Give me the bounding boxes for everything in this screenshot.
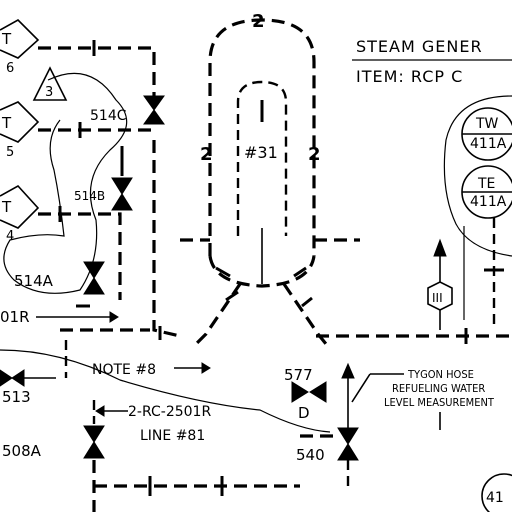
valve-514a[interactable] bbox=[83, 261, 105, 295]
valve-514c-label: 514C bbox=[90, 108, 127, 124]
svg-text:6: 6 bbox=[6, 61, 14, 76]
svg-text:5: 5 bbox=[6, 145, 14, 160]
valve-508a-label: 508A bbox=[2, 442, 42, 460]
generator-left-size: 2 bbox=[200, 144, 213, 165]
svg-text:T: T bbox=[1, 114, 12, 132]
boundary-curve-left bbox=[3, 72, 128, 294]
svg-text:T: T bbox=[1, 30, 12, 48]
svg-text:III: III bbox=[432, 291, 443, 305]
svg-text:TW: TW bbox=[475, 116, 499, 132]
svg-text:411A: 411A bbox=[470, 136, 507, 152]
line-spec: 2-RC-2501R bbox=[128, 404, 211, 420]
valve-540-label: 540 bbox=[296, 446, 325, 464]
valve-577-sub: D bbox=[298, 404, 310, 422]
steam-generator bbox=[208, 18, 316, 288]
hex-marker-iii: III bbox=[427, 281, 453, 311]
instrument-boundary bbox=[443, 95, 512, 257]
valve-514b-label: 514B bbox=[74, 189, 105, 203]
boundary-curve-bottom bbox=[0, 349, 331, 433]
title-line-2: ITEM: RCP C bbox=[356, 67, 463, 86]
pipe-ref-01r: 01R bbox=[0, 308, 30, 326]
tygon-line-1: TYGON HOSE bbox=[407, 368, 474, 381]
triangle-marker-3: 3 bbox=[32, 66, 68, 101]
tw-instrument: TW 411A bbox=[461, 107, 512, 161]
tee-6: T 6 bbox=[0, 19, 40, 76]
bottom-right-instrument: 41 bbox=[481, 473, 512, 512]
line-number: LINE #81 bbox=[140, 428, 205, 444]
te-instrument: TE 411A bbox=[461, 165, 512, 219]
valve-577[interactable] bbox=[291, 381, 327, 403]
svg-text:TE: TE bbox=[477, 176, 495, 192]
note-8: NOTE #8 bbox=[92, 362, 156, 378]
tee-5: T 5 bbox=[0, 101, 40, 160]
svg-text:4: 4 bbox=[6, 229, 14, 244]
valve-514a-label: 514A bbox=[14, 272, 54, 290]
tygon-line-2: REFUELING WATER bbox=[392, 382, 485, 395]
svg-text:411A: 411A bbox=[470, 194, 507, 210]
valve-508a[interactable] bbox=[83, 425, 105, 459]
generator-right-size: 2 bbox=[308, 144, 321, 165]
generator-top-size: 2 bbox=[252, 11, 265, 32]
tygon-line-3: LEVEL MEASUREMENT bbox=[384, 396, 495, 409]
title-line-1: STEAM GENER bbox=[356, 37, 483, 56]
svg-text:41: 41 bbox=[486, 490, 504, 506]
valve-514b[interactable] bbox=[111, 177, 133, 211]
generator-leg-right bbox=[282, 283, 328, 345]
valve-513[interactable] bbox=[0, 369, 25, 387]
svg-text:T: T bbox=[1, 198, 12, 216]
generator-leg-left bbox=[194, 283, 242, 346]
valve-513-label: 513 bbox=[2, 388, 31, 406]
valve-540[interactable] bbox=[337, 427, 359, 461]
valve-577-label: 577 bbox=[284, 366, 313, 384]
svg-text:3: 3 bbox=[45, 85, 53, 100]
valve-514c[interactable] bbox=[143, 95, 165, 125]
generator-number: #31 bbox=[244, 143, 278, 162]
tee-4: T 4 bbox=[0, 184, 40, 244]
